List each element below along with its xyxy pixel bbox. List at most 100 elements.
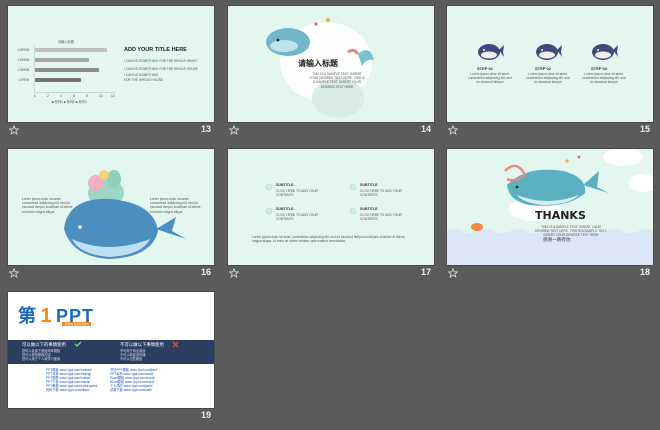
logo-cn: 第 xyxy=(18,306,36,326)
step-text: Lorem ipsum dolor sit amet, consectetur … xyxy=(468,72,512,85)
whale-island-illustration xyxy=(64,170,186,259)
item-text: CLICK HERE TO ADD YOUR CONTENTS xyxy=(360,189,402,198)
bullet-icon xyxy=(265,207,273,215)
star-icon[interactable] xyxy=(448,268,458,278)
slide-number: 18 xyxy=(639,267,650,277)
slide-15[interactable]: STEP 01 Lorem ipsum dolor sit amet, cons… xyxy=(446,5,654,139)
logo-url: www.1ppt.com xyxy=(62,322,92,326)
forbidden-item: 不可用于商业用途 xyxy=(120,349,146,353)
slide-body-text: THIS IS A SAMPLE TEXT. INSERT YOUR DESIR… xyxy=(309,72,365,89)
star-icon[interactable] xyxy=(448,125,458,135)
link-right[interactable]: 试卷下载 www.1ppt.com/shiti/ xyxy=(110,388,152,392)
slide-thumbnail[interactable]: Lorem ipsum dolor sit amet, consectetur … xyxy=(7,148,215,266)
x-label: 6 xyxy=(73,94,75,98)
left-text: Lorem ipsum dolor sit amet, consectetur … xyxy=(22,197,73,214)
link-left[interactable]: PPT背景 www.1ppt.com/beijing/ xyxy=(46,372,92,376)
link-left[interactable]: PPT模板 www.1ppt.com/moban/ xyxy=(46,368,92,372)
link-left[interactable]: PPT教程 www.1ppt.com/powerpoint/ xyxy=(46,384,98,388)
allowed-item: 您可以修改模板内容 xyxy=(22,353,51,357)
star-icon[interactable] xyxy=(9,125,19,135)
section-number: 04 xyxy=(322,42,333,52)
slide-16[interactable]: Lorem ipsum dolor sit amet, consectetur … xyxy=(7,148,215,282)
slide-number: 13 xyxy=(200,124,211,134)
text-line: FOR THE WHOLE HOUSE xyxy=(124,78,163,82)
y-label: LOREM xyxy=(18,58,30,62)
link-right[interactable]: 个人简历 www.1ppt.com/jianli/ xyxy=(110,384,153,388)
x-label: 4 xyxy=(60,94,62,98)
slide-number: 15 xyxy=(639,124,650,134)
whale-icon xyxy=(536,44,562,60)
x-label: 2 xyxy=(47,94,49,98)
x-label: 10 xyxy=(99,94,103,98)
logo-num: 1 xyxy=(40,305,52,327)
slide-13[interactable]: 请输入标题 LOREM LOREM LOREM LOREM 0 2 4 6 8 … xyxy=(7,5,215,139)
check-icon xyxy=(74,341,82,347)
chart-legend: ■ 系列1 ■ 系列2 ■ 系列3 xyxy=(52,100,87,104)
x-label: 12 xyxy=(111,94,115,98)
slide-thumbnail[interactable]: 第 1 PPT www.1ppt.com 可以做以下的事情使用 您可以免费下载使… xyxy=(7,291,215,409)
link-right[interactable]: 节日PPT模板 www.1ppt.com/jieri/ xyxy=(110,368,158,372)
star-icon[interactable] xyxy=(229,125,239,135)
link-left[interactable]: PPT图表 www.1ppt.com/tubiao/ xyxy=(46,376,91,380)
star-icon[interactable] xyxy=(229,268,239,278)
slide-17[interactable]: SUBTITLE CLICK HERE TO ADD YOUR CONTENTS… xyxy=(227,148,435,282)
step-text: Lorem ipsum dolor sit amet, consectetur … xyxy=(582,72,626,85)
item-title: SUBTITLE xyxy=(276,207,294,211)
forbidden-item: 不可以转载或传播 xyxy=(120,353,146,357)
thanks-subtitle: THIS IS A SAMPLE TEXT. INSERT YOUR DESIR… xyxy=(535,225,607,238)
item-title: SUBTITLE xyxy=(276,183,294,187)
right-text: Lorem ipsum dolor sit amet, consectetur … xyxy=(150,197,201,214)
slide-thumbnail[interactable]: 请输入标题 LOREM LOREM LOREM LOREM 0 2 4 6 8 … xyxy=(7,5,215,123)
text-line: I CAN DO SOMETHING xyxy=(124,73,159,77)
y-label: LOREM xyxy=(18,78,30,82)
y-label: LOREM xyxy=(18,68,30,72)
link-right[interactable]: Excel模板 www.1ppt.com/excel/ xyxy=(110,376,155,380)
whale-icon xyxy=(592,44,618,60)
thanks-title: THANKS xyxy=(535,209,586,222)
slide-number: 19 xyxy=(200,410,211,420)
slide-19[interactable]: 第 1 PPT www.1ppt.com 可以做以下的事情使用 您可以免费下载使… xyxy=(7,291,215,425)
thanks-cn-text: 感谢一路有你 xyxy=(543,237,571,242)
bullet-icon xyxy=(265,183,273,191)
item-title: SUBTITLE xyxy=(360,207,378,211)
star-icon[interactable] xyxy=(9,268,19,278)
text-line: I CAN DO SOMETHING FOR THE WHOLE HOUSE xyxy=(124,67,198,71)
x-label: 8 xyxy=(86,94,88,98)
slide-thumbnail[interactable]: STEP 01 Lorem ipsum dolor sit amet, cons… xyxy=(446,5,654,123)
slide-title: 请输入标题 xyxy=(298,59,338,68)
logo-ppt: PPT xyxy=(56,306,95,326)
whale-icon xyxy=(478,44,504,60)
slide-title: ADD YOUR TITLE HERE xyxy=(124,47,187,53)
step-label: STEP 03 xyxy=(591,66,607,71)
slide-thumbnail[interactable]: SUBTITLE CLICK HERE TO ADD YOUR CONTENTS… xyxy=(227,148,435,266)
slide-14[interactable]: 04 请输入标题 THIS IS A SAMPLE TEXT. INSERT Y… xyxy=(227,5,435,139)
slide-thumbnail[interactable]: 04 请输入标题 THIS IS A SAMPLE TEXT. INSERT Y… xyxy=(227,5,435,123)
link-left[interactable]: 资料下载 www.1ppt.com/ziliao/ xyxy=(46,388,90,392)
chart-bar-4 xyxy=(35,78,81,82)
link-right[interactable]: Word模板 www.1ppt.com/word/ xyxy=(110,380,155,384)
item-text: CLICK HERE TO ADD YOUR CONTENTS xyxy=(276,189,318,198)
chart-bar-2 xyxy=(35,58,89,62)
step-text: Lorem ipsum dolor sit amet, consectetur … xyxy=(526,72,570,85)
item-text: CLICK HERE TO ADD YOUR CONTENTS xyxy=(276,213,318,222)
info-banner xyxy=(8,340,214,364)
y-label: LOREM xyxy=(18,48,30,52)
step-label: STEP 02 xyxy=(535,66,551,71)
item-text: CLICK HERE TO ADD YOUR CONTENTS xyxy=(360,213,402,222)
logo: 第 1 PPT xyxy=(18,302,94,328)
link-left[interactable]: PPT下载 www.1ppt.com/xiazai/ xyxy=(46,380,91,384)
bullet-icon xyxy=(349,183,357,191)
whale-illustration xyxy=(266,18,374,118)
slide-thumbnail[interactable]: THANKS THIS IS A SAMPLE TEXT. INSERT YOU… xyxy=(446,148,654,266)
item-title: SUBTITLE xyxy=(360,183,378,187)
forbidden-title: 不可以做以下事情使用 xyxy=(120,342,164,347)
slide-18[interactable]: THANKS THIS IS A SAMPLE TEXT. INSERT YOU… xyxy=(446,148,654,282)
thanks-illustration xyxy=(447,149,653,265)
x-label: 0 xyxy=(34,94,36,98)
slide-number: 16 xyxy=(200,267,211,277)
allowed-item: 您可以免费下载使用本模板 xyxy=(22,349,61,353)
forbidden-item: 不可以出售模板 xyxy=(120,357,143,361)
bullet-icon xyxy=(349,207,357,215)
slide-number: 14 xyxy=(420,124,431,134)
link-right[interactable]: PPT素材 www.1ppt.com/sucai/ xyxy=(110,372,154,376)
